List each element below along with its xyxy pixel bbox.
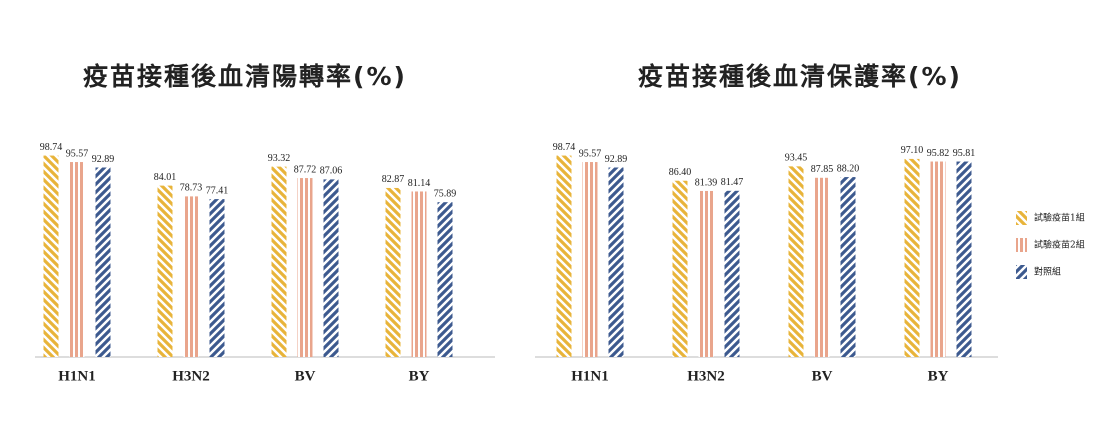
- bar: [582, 162, 598, 357]
- data-label: 81.47: [721, 177, 744, 188]
- legend-swatch: [1016, 238, 1027, 252]
- bar: [209, 199, 225, 357]
- x-tick-label: H3N2: [687, 368, 725, 384]
- bar: [411, 191, 427, 357]
- data-label: 88.20: [837, 163, 860, 174]
- bar: [956, 161, 972, 357]
- data-label: 95.81: [953, 148, 976, 159]
- x-tick-label: BV: [295, 368, 316, 384]
- bar: [69, 162, 85, 357]
- data-label: 86.40: [669, 167, 692, 178]
- bar: [930, 161, 946, 357]
- bar: [183, 196, 199, 357]
- bar: [157, 185, 173, 357]
- legend-label: 試驗疫苗1組: [1034, 212, 1085, 224]
- data-label: 82.87: [382, 174, 405, 185]
- data-label: 92.89: [605, 154, 628, 165]
- bar: [95, 167, 111, 357]
- legend-swatch: [1016, 211, 1027, 225]
- x-tick-label: H1N1: [58, 368, 96, 384]
- data-label: 75.89: [434, 188, 457, 199]
- chart-title: 疫苗接種後血清保護率(%): [638, 62, 962, 91]
- chart-title: 疫苗接種後血清陽轉率(%): [83, 62, 407, 91]
- data-label: 93.32: [268, 153, 291, 164]
- data-label: 77.41: [206, 185, 229, 196]
- bar: [385, 187, 401, 357]
- data-label: 97.10: [901, 145, 924, 156]
- bar: [43, 155, 59, 357]
- bar: [323, 179, 339, 357]
- data-label: 81.39: [695, 177, 718, 188]
- data-label: 87.85: [811, 164, 834, 175]
- data-label: 95.57: [579, 148, 602, 159]
- bar: [271, 166, 287, 357]
- bar: [608, 167, 624, 357]
- bar: [788, 166, 804, 357]
- bar: [672, 180, 688, 357]
- legend-label: 試驗疫苗2組: [1034, 239, 1085, 251]
- data-label: 87.06: [320, 166, 343, 177]
- data-label: 92.89: [92, 154, 115, 165]
- legend-label: 對照組: [1034, 266, 1061, 278]
- data-label: 78.73: [180, 183, 203, 194]
- bar: [297, 178, 313, 357]
- data-label: 98.74: [553, 142, 576, 153]
- data-label: 87.72: [294, 164, 317, 175]
- bar: [904, 158, 920, 357]
- data-label: 95.82: [927, 148, 950, 159]
- legend-swatch: [1016, 265, 1027, 279]
- bar: [437, 202, 453, 357]
- bar: [840, 177, 856, 357]
- x-tick-label: BY: [928, 368, 949, 384]
- x-tick-label: BY: [409, 368, 430, 384]
- bar: [698, 190, 714, 357]
- data-label: 95.57: [66, 148, 89, 159]
- data-label: 98.74: [40, 142, 63, 153]
- x-tick-label: H3N2: [172, 368, 210, 384]
- data-label: 93.45: [785, 153, 808, 164]
- bar: [814, 177, 830, 357]
- data-label: 84.01: [154, 172, 177, 183]
- bar: [724, 190, 740, 357]
- x-tick-label: H1N1: [571, 368, 609, 384]
- bar: [556, 155, 572, 357]
- data-label: 81.14: [408, 178, 431, 189]
- x-tick-label: BV: [812, 368, 833, 384]
